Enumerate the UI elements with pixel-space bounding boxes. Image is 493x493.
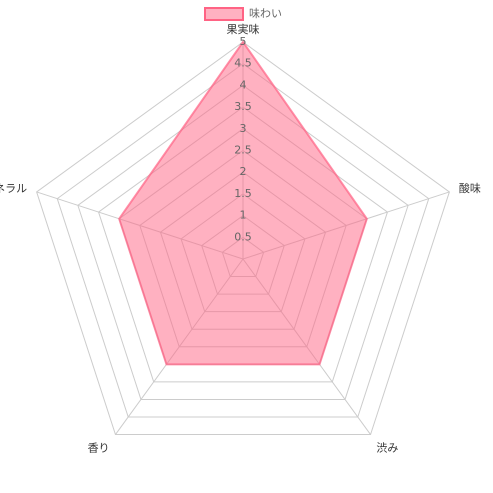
r-tick-label: 2 — [240, 165, 247, 178]
category-label: 香り — [88, 442, 110, 455]
grid-ring — [36, 41, 450, 436]
grid-ring — [97, 106, 389, 383]
r-tick-label: 4 — [240, 78, 247, 91]
r-tick-label: 3.5 — [234, 100, 252, 113]
category-label: 果実味 — [227, 22, 260, 36]
category-label: 酸味 — [459, 181, 481, 195]
category-label: ミネラル — [0, 182, 27, 195]
legend-label: 味わい — [249, 7, 282, 20]
grid-ring — [56, 63, 430, 418]
radar-area — [118, 40, 368, 366]
r-tick-label: 5 — [240, 35, 247, 48]
category-label: 渋み — [376, 442, 398, 455]
grid-ring — [77, 84, 409, 400]
r-tick-label: 3 — [240, 122, 247, 135]
r-tick-label: 1 — [240, 209, 247, 222]
r-tick-label: 4.5 — [234, 57, 252, 70]
r-tick-label: 0.5 — [234, 230, 252, 243]
legend-swatch — [204, 7, 244, 21]
r-tick-label: 2.5 — [234, 144, 252, 157]
r-tick-label: 1.5 — [234, 187, 252, 200]
